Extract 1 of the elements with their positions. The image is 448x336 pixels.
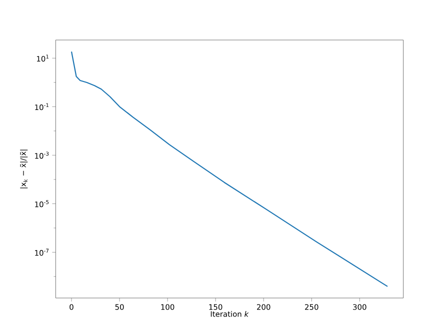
line-series [70,51,388,287]
